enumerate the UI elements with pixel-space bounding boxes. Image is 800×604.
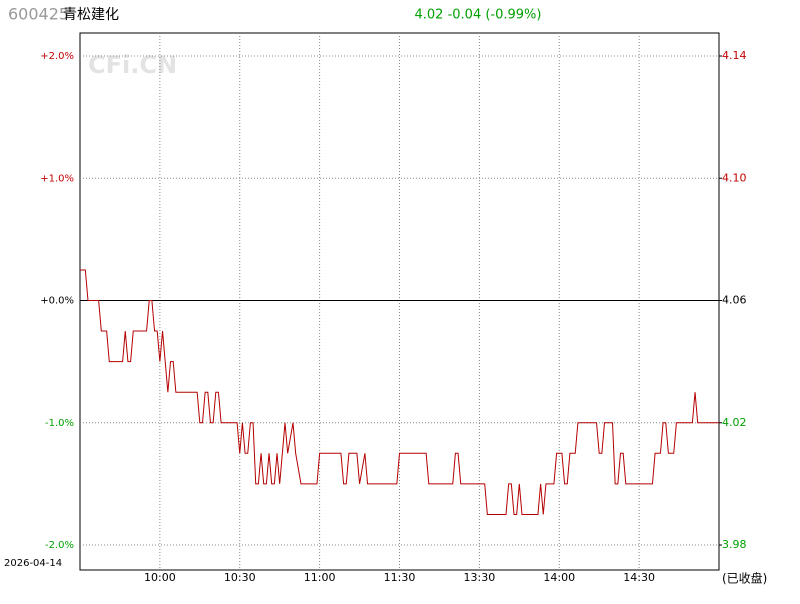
price-line (80, 269, 719, 515)
x-tick-label: 10:00 (144, 571, 176, 584)
y2-tick-label: +1.0% (40, 173, 74, 184)
date: 2026-04-14 (4, 558, 62, 569)
y-tick-label: 4.10 (722, 171, 747, 184)
x-tick-label: 11:30 (384, 571, 416, 584)
status: (已收盘) (722, 571, 767, 586)
stock-code: 600425 (8, 5, 69, 24)
watermark: CFi.CN (88, 51, 177, 79)
x-tick-label: 10:30 (224, 571, 256, 584)
y-tick-label: 4.02 (722, 416, 747, 429)
x-tick-label: 11:00 (304, 571, 336, 584)
y-tick-label: 4.14 (722, 49, 747, 62)
y2-tick-label: +2.0% (40, 51, 74, 62)
y2-tick-label: -1.0% (45, 418, 74, 429)
x-tick-label: 14:30 (623, 571, 655, 584)
x-tick-label: 13:30 (464, 571, 496, 584)
x-tick-label: 14:00 (543, 571, 575, 584)
y-tick-label: 4.06 (722, 294, 747, 307)
y-tick-label: 3.98 (722, 538, 747, 551)
quote: 4.02 -0.04 (-0.99%) (415, 8, 542, 23)
y2-tick-label: +0.0% (40, 296, 74, 307)
stock-name: 青松建化 (63, 7, 119, 23)
y2-tick-label: -2.0% (45, 540, 74, 551)
